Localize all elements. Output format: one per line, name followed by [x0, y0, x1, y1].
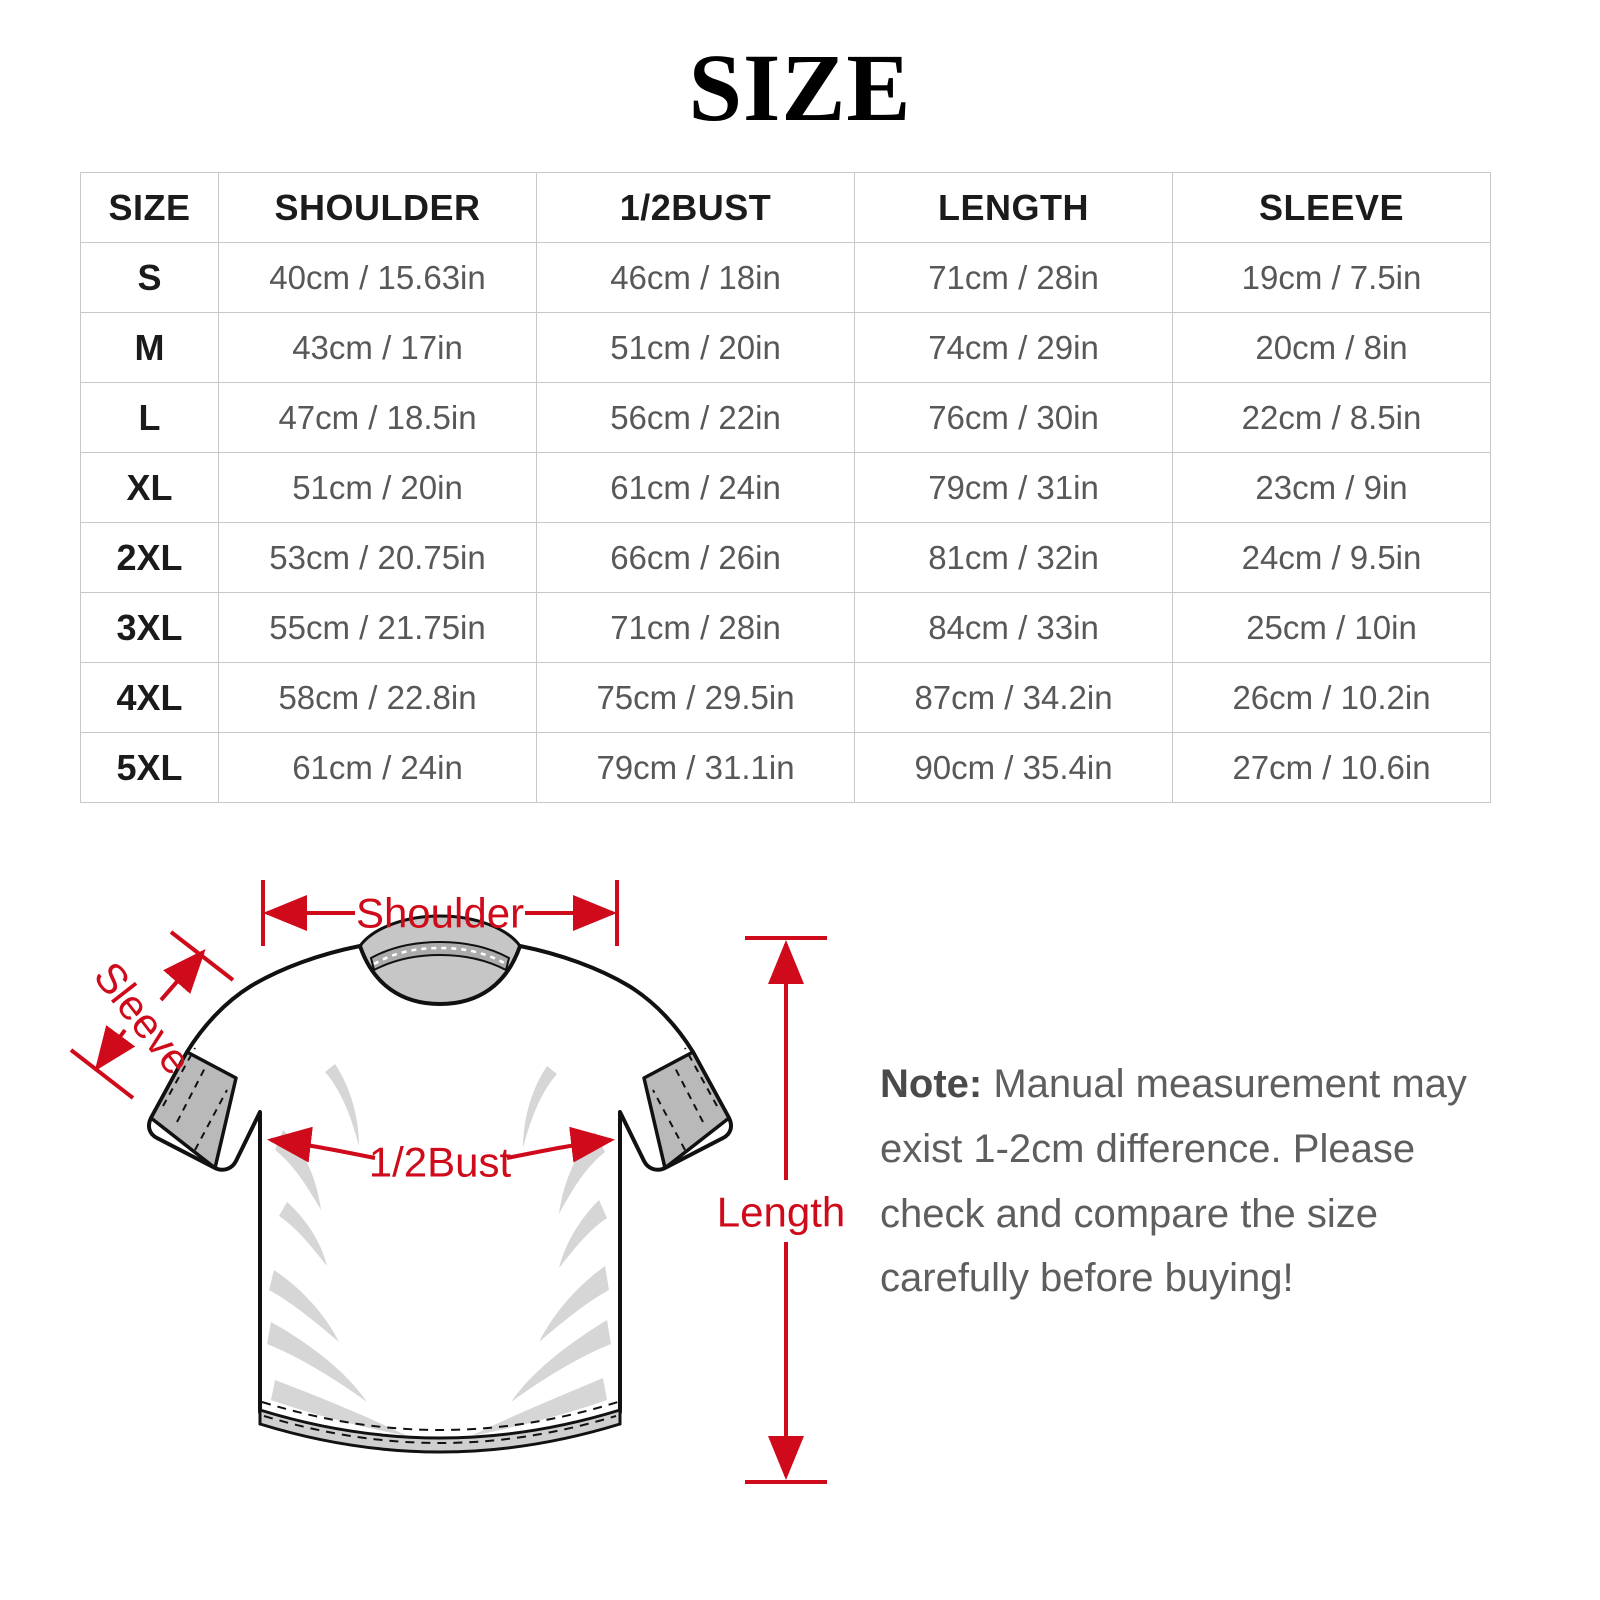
sleeve-arrow-lower	[94, 1025, 136, 1072]
half-bust-arrow-right	[506, 1126, 615, 1163]
left-sleeve-cuff-stitch-outer	[162, 1047, 196, 1107]
left-sleeve-cuff-stitch-inner	[176, 1063, 208, 1123]
cell-shoulder: 51cm / 20in	[218, 452, 537, 523]
cell-shoulder: 55cm / 21.75in	[218, 592, 537, 663]
note-text: Manual measurement may exist 1-2cm diffe…	[880, 1062, 1467, 1301]
half-bust-dimension: 1/2Bust	[267, 1126, 615, 1186]
column-header-shoulder: SHOULDER	[218, 172, 537, 243]
cell-sleeve: 27cm / 10.6in	[1172, 732, 1491, 803]
left-sleeve-cuff-stitch-third	[194, 1089, 228, 1151]
cell-size: 2XL	[80, 522, 219, 593]
column-header-sleeve: SLEEVE	[1172, 172, 1491, 243]
cell-shoulder: 53cm / 20.75in	[218, 522, 537, 593]
cell-shoulder: 40cm / 15.63in	[218, 242, 537, 313]
measurement-diagram: Shoulder Sleeve 1/2Bust Length	[55, 850, 895, 1570]
table-row: L 47cm / 18.5in 56cm / 22in 76cm / 30in …	[80, 382, 1491, 453]
cell-half-bust: 75cm / 29.5in	[536, 662, 855, 733]
right-sleeve-cuff-stitch-third	[652, 1089, 686, 1151]
collar-rib-stitch	[373, 946, 507, 966]
cell-size: 5XL	[80, 732, 219, 803]
cell-size: L	[80, 382, 219, 453]
table-row: 3XL 55cm / 21.75in 71cm / 28in 84cm / 33…	[80, 592, 1491, 663]
size-chart-table-container: SIZE SHOULDER 1/2BUST LENGTH SLEEVE S 40…	[80, 172, 1491, 803]
cell-sleeve: 26cm / 10.2in	[1172, 662, 1491, 733]
tshirt-illustration	[147, 914, 733, 1454]
page-title: SIZE	[688, 34, 912, 141]
table-row: 5XL 61cm / 24in 79cm / 31.1in 90cm / 35.…	[80, 732, 1491, 803]
hem-inner-band	[258, 1407, 622, 1454]
length-dimension: Length	[717, 936, 845, 1484]
sleeve-arrow-upper	[159, 948, 206, 1002]
cell-half-bust: 51cm / 20in	[536, 312, 855, 383]
table-row: 4XL 58cm / 22.8in 75cm / 29.5in 87cm / 3…	[80, 662, 1491, 733]
note-block: Note: Manual measurement may exist 1-2cm…	[880, 1052, 1520, 1311]
sleeve-tick-lower	[69, 1048, 135, 1100]
cell-shoulder: 47cm / 18.5in	[218, 382, 537, 453]
cell-length: 90cm / 35.4in	[854, 732, 1173, 803]
cell-sleeve: 24cm / 9.5in	[1172, 522, 1491, 593]
cell-shoulder: 61cm / 24in	[218, 732, 537, 803]
cell-length: 87cm / 34.2in	[854, 662, 1173, 733]
cell-length: 81cm / 32in	[854, 522, 1173, 593]
half-bust-label: 1/2Bust	[369, 1139, 512, 1186]
cell-size: 4XL	[80, 662, 219, 733]
column-header-size: SIZE	[80, 172, 219, 243]
table-row: 2XL 53cm / 20.75in 66cm / 26in 81cm / 32…	[80, 522, 1491, 593]
shoulder-label: Shoulder	[356, 890, 524, 937]
cell-half-bust: 56cm / 22in	[536, 382, 855, 453]
cell-sleeve: 23cm / 9in	[1172, 452, 1491, 523]
cell-length: 71cm / 28in	[854, 242, 1173, 313]
cell-size: M	[80, 312, 219, 383]
hem-stitch-lower	[263, 1415, 617, 1445]
cell-size: XL	[80, 452, 219, 523]
cell-length: 79cm / 31in	[854, 452, 1173, 523]
column-header-half-bust: 1/2BUST	[536, 172, 855, 243]
cell-sleeve: 22cm / 8.5in	[1172, 382, 1491, 453]
cell-sleeve: 19cm / 7.5in	[1172, 242, 1491, 313]
table-row: XL 51cm / 20in 61cm / 24in 79cm / 31in 2…	[80, 452, 1491, 523]
left-sleeve-cuff-inner	[149, 1050, 238, 1170]
length-label: Length	[717, 1189, 845, 1236]
cell-sleeve: 20cm / 8in	[1172, 312, 1491, 383]
table-row: M 43cm / 17in 51cm / 20in 74cm / 29in 20…	[80, 312, 1491, 383]
shoulder-dimension: Shoulder	[261, 880, 619, 946]
size-chart-table: SIZE SHOULDER 1/2BUST LENGTH SLEEVE S 40…	[80, 172, 1491, 803]
cell-length: 74cm / 29in	[854, 312, 1173, 383]
cell-length: 84cm / 33in	[854, 592, 1173, 663]
cell-length: 76cm / 30in	[854, 382, 1173, 453]
table-header-row: SIZE SHOULDER 1/2BUST LENGTH SLEEVE	[80, 172, 1491, 243]
table-row: S 40cm / 15.63in 46cm / 18in 71cm / 28in…	[80, 242, 1491, 313]
cell-half-bust: 66cm / 26in	[536, 522, 855, 593]
cell-sleeve: 25cm / 10in	[1172, 592, 1491, 663]
half-bust-arrow-left	[267, 1126, 376, 1163]
note-label: Note:	[880, 1062, 983, 1106]
right-sleeve-cuff-inner	[642, 1050, 731, 1170]
cell-size: 3XL	[80, 592, 219, 663]
tshirt-body-outline	[147, 944, 733, 1450]
column-header-length: LENGTH	[854, 172, 1173, 243]
right-sleeve-cuff-stitch-inner	[672, 1063, 704, 1123]
cell-half-bust: 71cm / 28in	[536, 592, 855, 663]
cell-size: S	[80, 242, 219, 313]
cell-half-bust: 46cm / 18in	[536, 242, 855, 313]
cell-shoulder: 43cm / 17in	[218, 312, 537, 383]
cell-shoulder: 58cm / 22.8in	[218, 662, 537, 733]
hem-stitch-upper	[261, 1401, 619, 1432]
cell-half-bust: 61cm / 24in	[536, 452, 855, 523]
right-sleeve-cuff-stitch-outer	[684, 1047, 718, 1107]
cell-half-bust: 79cm / 31.1in	[536, 732, 855, 803]
